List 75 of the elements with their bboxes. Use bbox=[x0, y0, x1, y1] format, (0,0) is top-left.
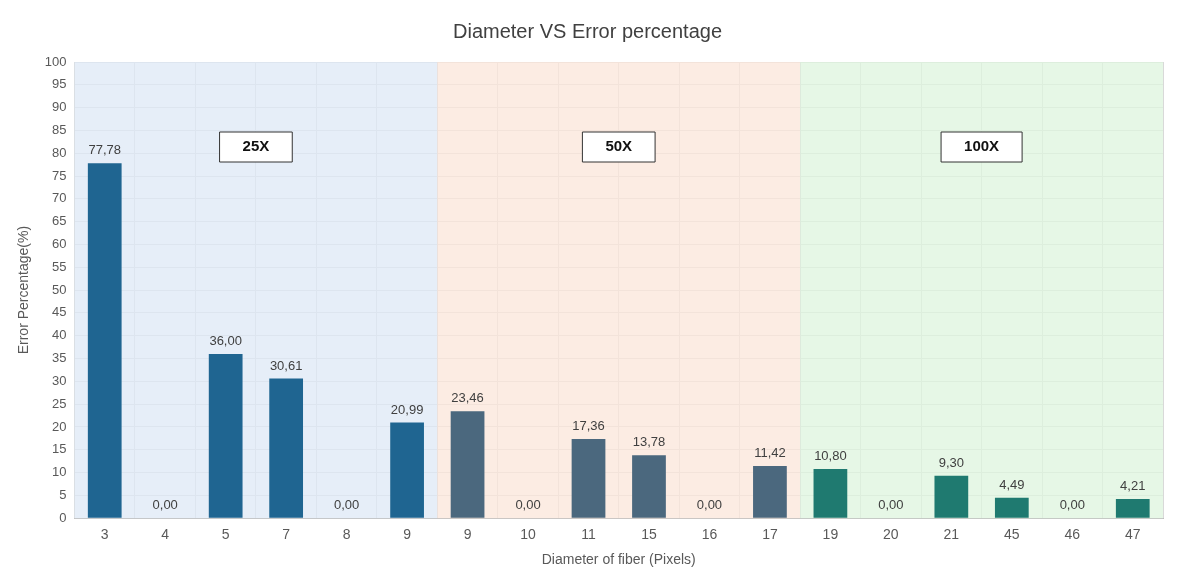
y-tick-label: 0 bbox=[59, 509, 67, 525]
band-label: 25X bbox=[242, 137, 270, 155]
data-label: 11,42 bbox=[754, 445, 786, 461]
data-label: 17,36 bbox=[572, 418, 605, 434]
x-tick-label: 7 bbox=[282, 526, 291, 543]
data-label: 0,00 bbox=[878, 497, 904, 513]
y-tick-label: 5 bbox=[59, 486, 67, 502]
y-tick-label: 40 bbox=[52, 327, 67, 343]
data-label: 20,99 bbox=[390, 401, 424, 417]
x-tick-label: 21 bbox=[943, 526, 960, 543]
x-tick-label: 17 bbox=[762, 526, 778, 543]
y-tick-label: 10 bbox=[52, 464, 67, 480]
data-label: 9,30 bbox=[938, 454, 964, 470]
x-tick-label: 19 bbox=[822, 526, 839, 543]
y-axis-title: Error Percentage(%) bbox=[15, 225, 32, 355]
y-tick-label: 80 bbox=[52, 144, 67, 160]
bar bbox=[934, 475, 969, 518]
y-tick-label: 55 bbox=[52, 258, 67, 274]
x-tick-label: 5 bbox=[221, 526, 230, 543]
data-label: 13,78 bbox=[632, 434, 666, 450]
data-label: 0,00 bbox=[696, 497, 723, 513]
bar bbox=[208, 353, 243, 518]
x-tick-label: 4 bbox=[161, 526, 170, 543]
band-label: 50X bbox=[605, 137, 633, 155]
y-tick-label: 75 bbox=[52, 167, 67, 183]
bar bbox=[390, 422, 424, 518]
data-label: 0,00 bbox=[1059, 497, 1085, 513]
x-tick-label: 3 bbox=[100, 526, 109, 543]
data-label: 0,00 bbox=[333, 497, 360, 513]
bar bbox=[87, 163, 122, 518]
x-tick-label: 9 bbox=[463, 526, 472, 543]
y-tick-label: 90 bbox=[52, 99, 67, 115]
band-label: 100X bbox=[964, 137, 1000, 155]
x-tick-label: 20 bbox=[883, 526, 899, 543]
y-tick-label: 30 bbox=[52, 372, 67, 388]
y-tick-label: 65 bbox=[52, 213, 67, 229]
x-tick-label: 10 bbox=[520, 526, 536, 543]
y-tick-label: 85 bbox=[52, 122, 67, 138]
bar bbox=[994, 497, 1029, 518]
x-tick-label: 45 bbox=[1004, 526, 1020, 543]
data-label: 30,61 bbox=[269, 357, 303, 373]
y-tick-label: 60 bbox=[52, 236, 67, 252]
y-tick-label: 45 bbox=[52, 304, 67, 320]
bar bbox=[450, 411, 485, 518]
y-tick-label: 100 bbox=[44, 53, 67, 69]
data-label: 0,00 bbox=[515, 497, 541, 513]
x-tick-label: 15 bbox=[641, 526, 657, 543]
y-tick-label: 70 bbox=[52, 190, 67, 206]
data-label: 10,80 bbox=[814, 448, 847, 464]
x-tick-label: 46 bbox=[1064, 526, 1081, 543]
y-tick-label: 25 bbox=[52, 395, 67, 411]
data-label: 0,00 bbox=[152, 497, 178, 513]
data-label: 23,46 bbox=[451, 390, 484, 406]
x-axis-title: Diameter of fiber (Pixels) bbox=[541, 551, 696, 568]
chart-title: Diameter VS Error percentage bbox=[452, 19, 723, 42]
y-tick-label: 95 bbox=[52, 76, 67, 92]
x-tick-label: 16 bbox=[701, 526, 718, 543]
bar bbox=[813, 468, 848, 518]
bar bbox=[632, 455, 666, 518]
x-tick-label: 9 bbox=[403, 526, 411, 543]
data-label: 4,49 bbox=[999, 476, 1025, 492]
y-tick-label: 50 bbox=[52, 281, 67, 297]
x-tick-label: 47 bbox=[1124, 526, 1141, 543]
data-label: 77,78 bbox=[88, 142, 121, 158]
x-tick-label: 8 bbox=[342, 526, 351, 543]
data-label: 4,21 bbox=[1120, 478, 1146, 494]
x-tick-label: 11 bbox=[581, 526, 596, 543]
y-tick-label: 15 bbox=[52, 441, 67, 457]
bar bbox=[753, 466, 787, 518]
bar bbox=[571, 439, 606, 518]
y-tick-label: 35 bbox=[52, 350, 67, 366]
y-tick-label: 20 bbox=[52, 418, 67, 434]
bar bbox=[269, 378, 304, 518]
data-label: 36,00 bbox=[209, 333, 242, 349]
bar bbox=[1115, 498, 1150, 518]
